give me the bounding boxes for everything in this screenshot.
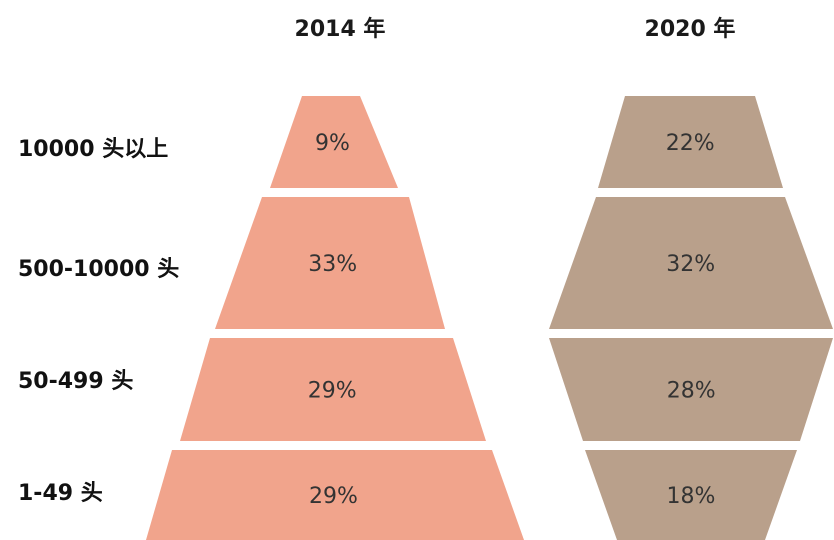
series-2020-band-3 bbox=[549, 338, 833, 441]
series-2020-value-label-3: 28% bbox=[667, 379, 716, 404]
series-2020-band-1 bbox=[598, 96, 783, 188]
pyramid-2014: 9% 33% 29% 29% bbox=[146, 96, 524, 540]
column-title-2014: 2014 年 bbox=[294, 17, 386, 42]
series-2014-value-label-2: 33% bbox=[308, 252, 357, 277]
series-2020-band-2 bbox=[549, 197, 833, 329]
row-label-500-10000: 500-10000 头 bbox=[18, 257, 180, 282]
series-2014-band-2 bbox=[215, 197, 445, 329]
series-2014-band-4 bbox=[146, 450, 524, 540]
column-title-2020: 2020 年 bbox=[644, 17, 736, 42]
series-2020-value-label-4: 18% bbox=[667, 484, 716, 509]
row-label-10000-plus: 10000 头以上 bbox=[18, 137, 169, 162]
series-2020-band-4 bbox=[585, 450, 797, 540]
pyramid-2020: 22% 32% 28% 18% bbox=[549, 96, 833, 540]
series-2020-value-label-1: 22% bbox=[666, 131, 715, 156]
row-label-1-49: 1-49 头 bbox=[18, 481, 103, 506]
series-2014-band-3 bbox=[180, 338, 486, 441]
series-2014-value-label-3: 29% bbox=[308, 379, 357, 404]
row-label-50-499: 50-499 头 bbox=[18, 369, 134, 394]
series-2014-value-label-1: 9% bbox=[315, 131, 350, 156]
series-2020-value-label-2: 32% bbox=[666, 252, 715, 277]
series-2014-value-label-4: 29% bbox=[309, 484, 358, 509]
series-2014-band-1 bbox=[270, 96, 398, 188]
